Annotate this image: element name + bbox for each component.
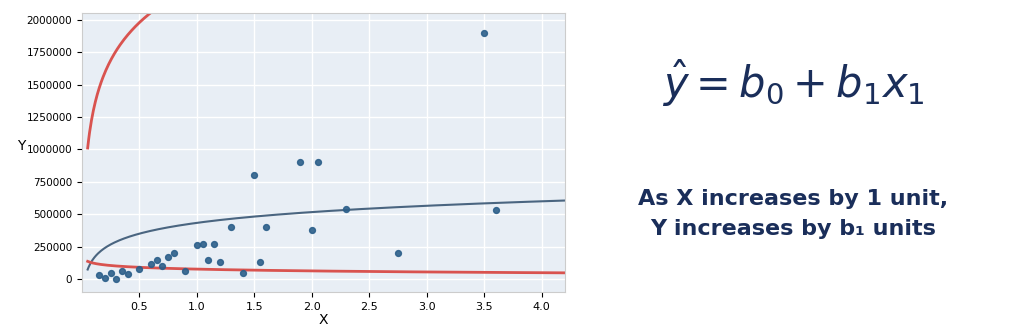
Point	[96, 275, 113, 281]
Point	[246, 173, 262, 178]
Point	[155, 264, 171, 269]
Point	[131, 266, 147, 272]
Point	[109, 276, 125, 281]
X-axis label: X: X	[318, 313, 328, 327]
Point	[292, 160, 308, 165]
Text: As X increases by 1 unit,
Y increases by b₁ units: As X increases by 1 unit, Y increases by…	[638, 189, 948, 239]
Point	[200, 257, 216, 262]
Point	[91, 273, 108, 278]
Point	[338, 207, 354, 212]
Point	[309, 160, 326, 165]
Text: $\hat{y} = b_0+b_1x_1$: $\hat{y} = b_0+b_1x_1$	[662, 57, 925, 109]
Point	[160, 255, 176, 260]
Point	[476, 30, 493, 36]
Point	[303, 227, 319, 232]
Point	[142, 261, 159, 266]
Point	[206, 241, 222, 247]
Point	[114, 269, 130, 274]
Point	[188, 243, 205, 248]
Point	[120, 271, 136, 277]
Point	[212, 260, 228, 265]
Point	[258, 225, 274, 230]
Point	[223, 225, 240, 230]
Point	[195, 241, 211, 247]
Point	[177, 269, 194, 274]
Point	[166, 251, 182, 256]
Point	[148, 257, 165, 262]
Y-axis label: Y: Y	[16, 139, 25, 153]
Point	[102, 270, 119, 275]
Point	[487, 208, 504, 213]
Point	[390, 251, 407, 256]
Point	[234, 270, 251, 275]
Point	[252, 260, 268, 265]
